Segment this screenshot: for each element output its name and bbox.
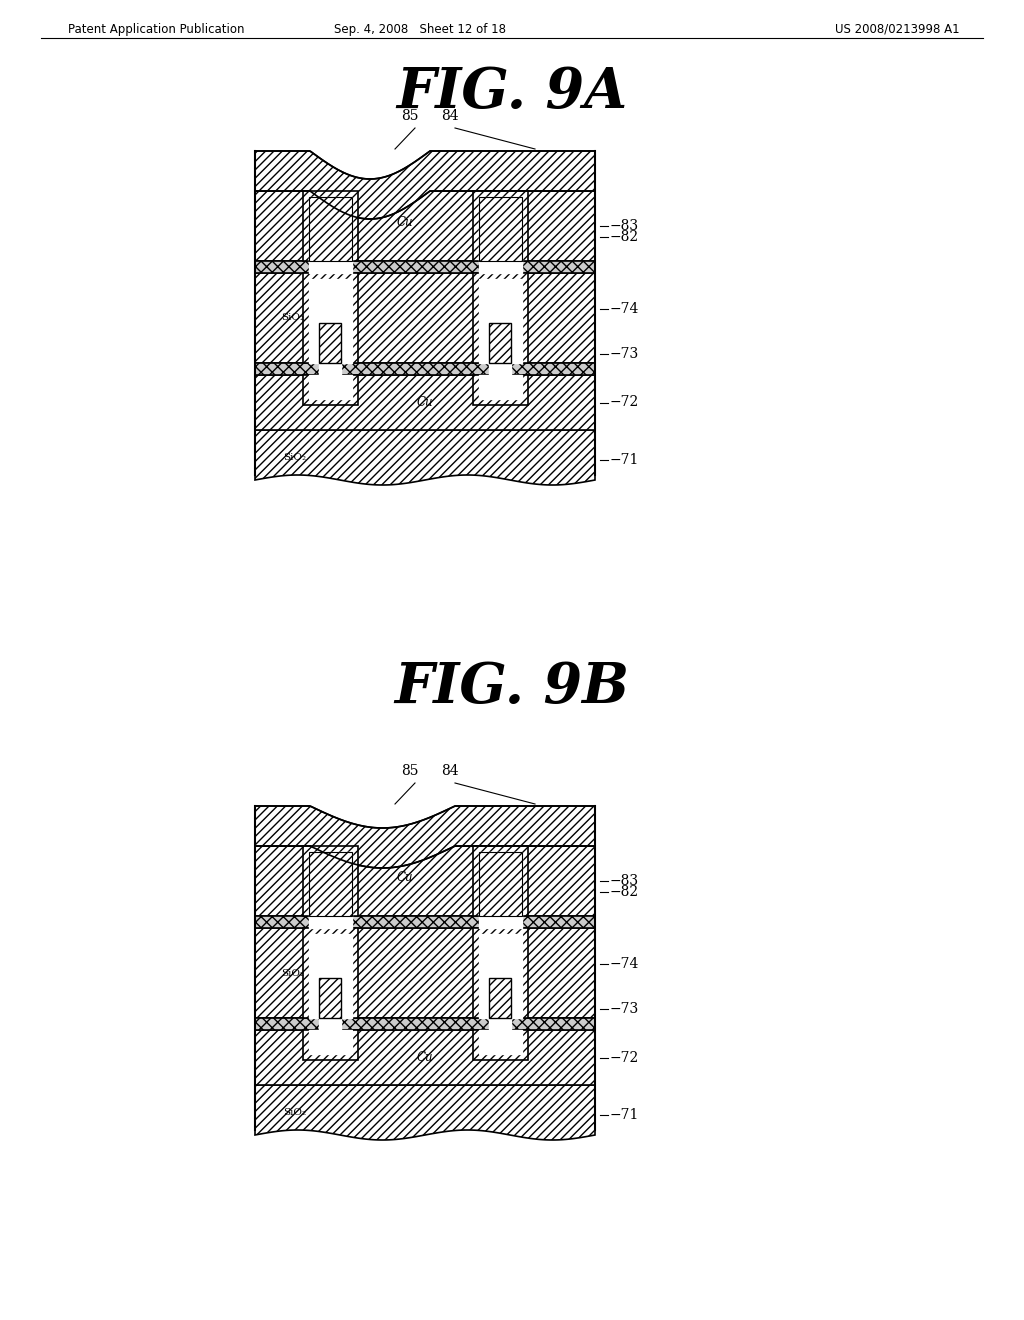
Text: −83: −83 xyxy=(610,874,639,888)
Text: 85: 85 xyxy=(401,110,419,123)
Bar xyxy=(489,322,511,363)
Text: −83: −83 xyxy=(610,219,639,234)
Bar xyxy=(255,1018,595,1030)
Bar xyxy=(255,261,595,273)
Text: Patent Application Publication: Patent Application Publication xyxy=(68,22,245,36)
Bar xyxy=(489,978,511,1018)
Bar xyxy=(309,375,352,399)
Bar xyxy=(319,978,341,1018)
Text: −82: −82 xyxy=(610,884,639,899)
Text: −71: −71 xyxy=(610,1107,639,1122)
Bar xyxy=(479,1030,522,1053)
Bar xyxy=(303,191,358,261)
Text: −73: −73 xyxy=(610,1002,639,1016)
Text: −71: −71 xyxy=(610,453,639,467)
Bar xyxy=(309,935,352,1018)
Text: FIG. 9A: FIG. 9A xyxy=(396,65,628,120)
Bar xyxy=(255,375,595,430)
Bar xyxy=(319,1018,341,1030)
Bar xyxy=(479,261,522,273)
Polygon shape xyxy=(255,430,595,484)
Bar xyxy=(479,197,522,261)
Bar xyxy=(303,375,358,405)
Text: −74: −74 xyxy=(610,302,639,315)
Bar xyxy=(473,273,528,363)
Bar xyxy=(255,191,595,261)
Text: SiO₂: SiO₂ xyxy=(284,1107,306,1117)
Bar xyxy=(479,851,522,916)
Text: Cu: Cu xyxy=(417,1051,433,1064)
Bar xyxy=(479,197,522,261)
Bar xyxy=(309,851,352,916)
Bar xyxy=(255,363,595,375)
Bar xyxy=(479,916,522,928)
Bar xyxy=(303,1030,358,1060)
Bar xyxy=(479,935,522,1018)
Polygon shape xyxy=(255,807,595,869)
Bar xyxy=(309,916,352,928)
Bar xyxy=(473,375,528,405)
Bar xyxy=(309,197,352,261)
Bar xyxy=(255,1030,595,1085)
Text: FIG. 9B: FIG. 9B xyxy=(394,660,630,715)
Text: 84: 84 xyxy=(441,764,459,777)
Bar xyxy=(473,191,528,261)
Text: US 2008/0213998 A1: US 2008/0213998 A1 xyxy=(836,22,961,36)
Bar xyxy=(303,273,358,363)
Bar xyxy=(479,279,522,363)
Bar xyxy=(473,928,528,1018)
Bar xyxy=(479,851,522,916)
Bar xyxy=(489,363,511,375)
Bar xyxy=(319,322,341,363)
Text: 84: 84 xyxy=(441,110,459,123)
Text: −72: −72 xyxy=(610,1051,639,1064)
Bar xyxy=(319,363,341,375)
Polygon shape xyxy=(255,1085,595,1140)
Bar xyxy=(473,846,528,916)
Text: −73: −73 xyxy=(610,347,639,360)
Bar xyxy=(309,1030,352,1053)
Text: −74: −74 xyxy=(610,957,639,972)
Bar xyxy=(309,261,352,273)
Bar xyxy=(255,846,595,916)
Bar xyxy=(309,851,352,916)
Text: Sep. 4, 2008   Sheet 12 of 18: Sep. 4, 2008 Sheet 12 of 18 xyxy=(334,22,506,36)
Bar xyxy=(489,1018,511,1030)
Text: SiO₂: SiO₂ xyxy=(282,969,304,978)
Bar xyxy=(303,928,358,1018)
Text: Cu: Cu xyxy=(396,216,414,228)
Bar xyxy=(479,375,522,399)
Text: −82: −82 xyxy=(610,230,639,244)
Bar xyxy=(255,273,595,363)
Bar xyxy=(303,846,358,916)
Bar xyxy=(473,1030,528,1060)
Bar xyxy=(255,928,595,1018)
Text: SiO₂: SiO₂ xyxy=(282,314,304,322)
Bar xyxy=(309,197,352,261)
Polygon shape xyxy=(255,150,595,219)
Text: 85: 85 xyxy=(401,764,419,777)
Bar xyxy=(255,916,595,928)
Text: −72: −72 xyxy=(610,396,639,409)
Text: SiO₂: SiO₂ xyxy=(284,453,306,462)
Text: Cu: Cu xyxy=(417,396,433,409)
Text: Cu: Cu xyxy=(396,871,414,884)
Bar xyxy=(309,279,352,363)
